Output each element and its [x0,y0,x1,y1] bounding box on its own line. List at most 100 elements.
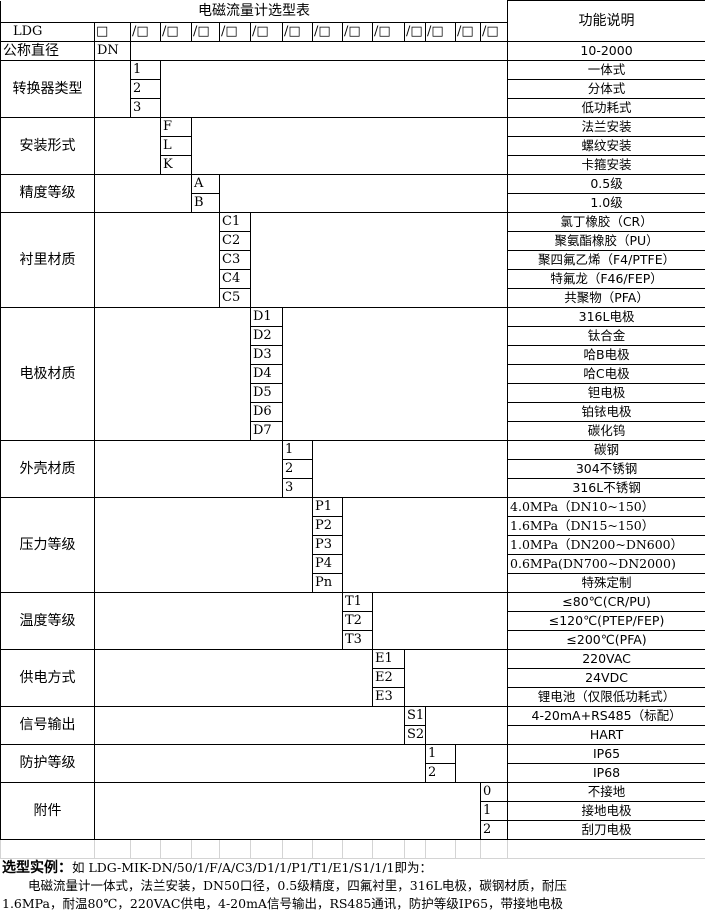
filler-cell [341,496,509,593]
filler-cell [94,439,283,498]
option-function: 铂铱电极 [507,401,705,422]
empty-cell [219,838,251,859]
option-code: 2 [479,819,509,840]
option-code: P2 [312,515,343,536]
empty-cell [479,838,509,859]
option-row: 精度等级 A 0.5级 [0,173,705,213]
group-label: 附件 [0,781,95,840]
option-function: 特氟龙（F46/FEP） [507,268,705,289]
option-function: 钛合金 [507,325,705,346]
option-code: 1 [425,743,456,764]
option-code: D3 [250,344,283,365]
function-header: 功能说明 [507,0,705,42]
empty-cell [372,838,405,859]
filler-cell [94,306,251,441]
option-code: C1 [219,211,251,232]
option-function: 4-20mA+RS485（标配） [507,705,705,726]
group-label: 衬里材质 [0,211,95,308]
empty-cell [455,838,481,859]
option-row: K 卡箍安装 [1,154,705,175]
option-row: P4 0.6MPa(DN700~DN2000) [1,553,705,574]
filler-cell [424,705,509,745]
example-line-2: 1.6MPa，耐温80℃，220VAC供电，4-20mA信号输出，RS485通讯… [2,895,564,911]
filler-cell [311,439,509,498]
option-code: T1 [342,591,373,612]
option-function: 螺纹安装 [507,135,705,156]
option-function: 特殊定制 [507,572,705,593]
filler-cell [249,211,509,308]
table-title: 电磁流量计选型表 [0,0,509,23]
option-function: 1.0级 [507,192,705,213]
option-row: C3 聚四氟乙烯（F4/PTFE） [1,249,705,270]
option-code: D1 [250,306,283,327]
filler-cell [94,116,161,175]
option-code: K [160,154,192,175]
group-label: 压力等级 [0,496,95,593]
option-code: 0 [479,781,509,802]
group-label: 供电方式 [0,648,95,707]
filler-cell [94,648,373,707]
option-code: S1 [404,705,426,726]
option-row: Pn 特殊定制 [1,572,705,593]
option-code: P3 [312,534,343,555]
option-function: HART [507,724,705,745]
empty-cell [404,838,426,859]
option-code: S2 [404,724,426,745]
filler-cell [371,591,509,650]
option-code: D6 [250,401,283,422]
code-slot-3: /□ [160,21,192,42]
option-code: T3 [342,629,373,650]
option-function: 一体式 [507,59,705,80]
filler-cell [94,211,220,308]
option-code: 2 [130,78,161,99]
option-code: C5 [219,287,251,308]
option-function: 碳钢 [507,439,705,460]
option-function: 哈C电极 [507,363,705,384]
filler-cell [281,306,509,441]
code-slot-12: /□ [425,21,456,42]
empty-cell [250,838,283,859]
option-code: E1 [372,648,405,669]
option-function: 卡箍安装 [507,154,705,175]
empty-cell [342,838,373,859]
code-slot-9: /□ [342,21,373,42]
option-row: E3 锂电池（仅限低功耗式） [1,686,705,707]
option-function: 聚四氟乙烯（F4/PTFE） [507,249,705,270]
option-code: P4 [312,553,343,574]
option-row: 安装形式 F 法兰安装 [0,116,705,175]
option-function: 1.0MPa（DN200~DN600） [507,534,705,555]
option-function: 接地电极 [507,800,705,821]
option-function: 低功耗式 [507,97,705,118]
option-code: 2 [282,458,313,479]
option-code: D7 [250,420,283,441]
option-code: C4 [219,268,251,289]
selection-example: 选型实例：如 LDG-MIK-DN/50/1/F/A/C3/D1/1/P1/T1… [0,859,705,913]
option-function: 聚氨酯橡胶（PU） [507,230,705,251]
code-slot-1: □ [94,21,131,42]
option-function: 4.0MPa（DN10~150） [507,496,705,517]
option-code: B [191,192,220,213]
filler-cell [94,59,131,118]
empty-cell [507,838,705,859]
option-row: 温度等级 T1 ≤80℃(CR/PU) [0,591,705,650]
code-slot-14: /□ [479,21,509,42]
option-code: C2 [219,230,251,251]
code-slot-7: /□ [282,21,313,42]
code-slot-10: /□ [372,21,405,42]
filler-cell [94,781,481,840]
empty-cell [160,838,192,859]
group-label: 防护等级 [0,743,95,783]
option-function: 哈B电极 [507,344,705,365]
group-label: 信号输出 [0,705,95,745]
option-code: D5 [250,382,283,403]
filler-cell [94,496,313,593]
model-prefix: LDG [0,21,95,42]
option-function: 0.5级 [507,173,705,194]
option-row: 附件 0 不接地 [0,781,705,840]
option-function: IP65 [507,743,705,764]
example-colon: ： [58,859,72,876]
option-function: 24VDC [507,667,705,688]
option-function: 316L电极 [507,306,705,327]
option-function: 钽电极 [507,382,705,403]
code-slot-2: /□ [130,21,161,42]
